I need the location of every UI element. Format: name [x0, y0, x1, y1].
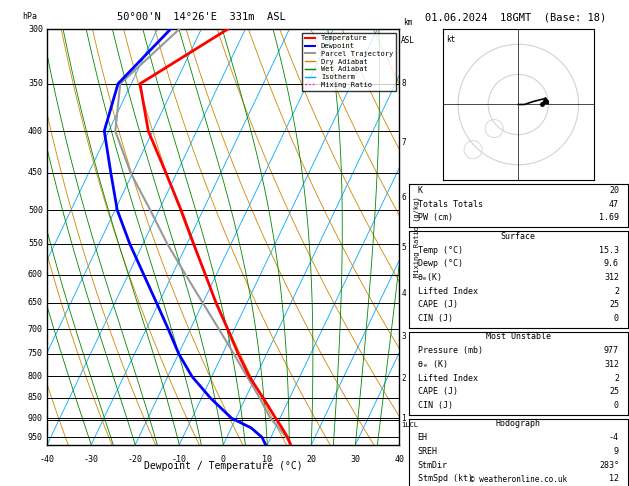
Text: 800: 800 [28, 372, 43, 381]
Text: 2: 2 [614, 287, 619, 295]
Text: 4: 4 [401, 289, 406, 298]
Text: 3: 3 [401, 332, 406, 341]
X-axis label: Dewpoint / Temperature (°C): Dewpoint / Temperature (°C) [144, 461, 303, 471]
Text: Pressure (mb): Pressure (mb) [418, 347, 482, 355]
Text: 15.3: 15.3 [599, 246, 619, 255]
Text: StmSpd (kt): StmSpd (kt) [418, 474, 472, 483]
Text: kt: kt [446, 35, 455, 44]
Text: ASL: ASL [401, 36, 415, 46]
Text: 20: 20 [306, 455, 316, 464]
Text: -10: -10 [172, 455, 187, 464]
Text: Temp (°C): Temp (°C) [418, 246, 462, 255]
Text: 950: 950 [28, 433, 43, 442]
Text: 9.6: 9.6 [604, 260, 619, 268]
Text: 700: 700 [28, 325, 43, 334]
Text: 1LCL: 1LCL [401, 421, 418, 428]
Text: Mixing Ratio (g/kg): Mixing Ratio (g/kg) [414, 196, 420, 278]
Text: 1: 1 [401, 414, 406, 423]
Text: 1.69: 1.69 [599, 213, 619, 222]
Text: 01.06.2024  18GMT  (Base: 18): 01.06.2024 18GMT (Base: 18) [425, 12, 606, 22]
Text: CIN (J): CIN (J) [418, 314, 453, 323]
Text: 5: 5 [401, 243, 406, 252]
Text: 40: 40 [394, 455, 404, 464]
Text: θₑ (K): θₑ (K) [418, 360, 448, 369]
Text: hPa: hPa [23, 12, 38, 21]
Text: 900: 900 [28, 414, 43, 423]
Text: 312: 312 [604, 273, 619, 282]
Text: CAPE (J): CAPE (J) [418, 300, 458, 309]
Text: 7: 7 [401, 138, 406, 147]
Text: CAPE (J): CAPE (J) [418, 387, 458, 396]
Text: 312: 312 [604, 360, 619, 369]
Text: © weatheronline.co.uk: © weatheronline.co.uk [470, 474, 567, 484]
Text: 400: 400 [28, 126, 43, 136]
Text: θₑ(K): θₑ(K) [418, 273, 443, 282]
Text: StmDir: StmDir [418, 461, 448, 469]
Text: Totals Totals: Totals Totals [418, 200, 482, 208]
Text: Lifted Index: Lifted Index [418, 287, 477, 295]
Text: 30: 30 [350, 455, 360, 464]
Text: 9: 9 [614, 447, 619, 456]
Text: Most Unstable: Most Unstable [486, 332, 551, 341]
Text: 25: 25 [609, 387, 619, 396]
Text: 0: 0 [614, 314, 619, 323]
Text: 500: 500 [28, 206, 43, 214]
Text: 283°: 283° [599, 461, 619, 469]
Text: SREH: SREH [418, 447, 438, 456]
Text: PW (cm): PW (cm) [418, 213, 453, 222]
Text: 450: 450 [28, 168, 43, 177]
Text: 2: 2 [614, 374, 619, 382]
Text: 550: 550 [28, 239, 43, 248]
Text: Hodograph: Hodograph [496, 419, 541, 428]
Text: km: km [403, 17, 412, 27]
Text: 12: 12 [609, 474, 619, 483]
Text: 650: 650 [28, 298, 43, 308]
Text: 10: 10 [262, 455, 272, 464]
Legend: Temperature, Dewpoint, Parcel Trajectory, Dry Adiabat, Wet Adiabat, Isotherm, Mi: Temperature, Dewpoint, Parcel Trajectory… [302, 33, 396, 90]
Text: 750: 750 [28, 349, 43, 358]
Text: 0: 0 [221, 455, 226, 464]
Text: 350: 350 [28, 79, 43, 88]
Text: -40: -40 [40, 455, 55, 464]
Text: K: K [418, 186, 423, 195]
Text: -4: -4 [609, 434, 619, 442]
Text: EH: EH [418, 434, 428, 442]
Text: 977: 977 [604, 347, 619, 355]
Text: -30: -30 [84, 455, 99, 464]
Text: 0: 0 [614, 401, 619, 410]
Text: 850: 850 [28, 394, 43, 402]
Text: -20: -20 [128, 455, 143, 464]
Text: 6: 6 [401, 192, 406, 202]
Text: 47: 47 [609, 200, 619, 208]
Text: CIN (J): CIN (J) [418, 401, 453, 410]
Text: 50°00'N  14°26'E  331m  ASL: 50°00'N 14°26'E 331m ASL [117, 12, 286, 22]
Text: Lifted Index: Lifted Index [418, 374, 477, 382]
Text: 300: 300 [28, 25, 43, 34]
Text: 8: 8 [401, 79, 406, 88]
Text: Surface: Surface [501, 232, 536, 241]
Text: 25: 25 [609, 300, 619, 309]
Text: 20: 20 [609, 186, 619, 195]
Text: Dewp (°C): Dewp (°C) [418, 260, 462, 268]
Text: 2: 2 [401, 374, 406, 383]
Text: 600: 600 [28, 270, 43, 279]
